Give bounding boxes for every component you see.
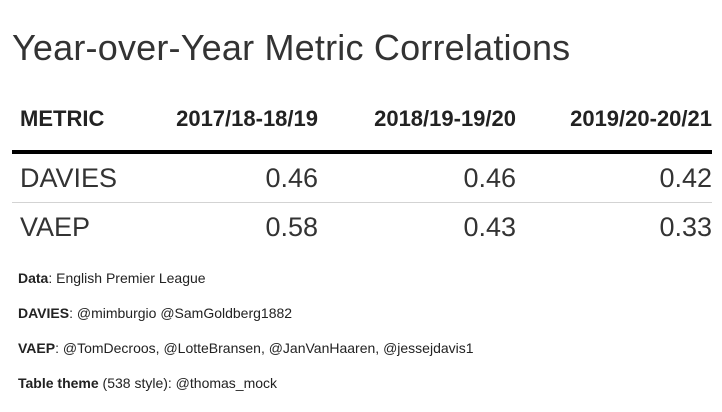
table-title: Year-over-Year Metric Correlations (12, 27, 571, 68)
column-header-season-1: 2017/18-18/19 (138, 96, 318, 154)
source-note-label: Table theme (18, 375, 99, 391)
table-cell: 0.46 (318, 152, 516, 203)
source-note-text: : @mimburgio @SamGoldberg1882 (69, 305, 293, 321)
source-note-label: Data (18, 270, 49, 286)
column-header-metric: METRIC (12, 96, 138, 154)
table-cell: 0.46 (138, 152, 318, 203)
source-note-label: DAVIES (18, 305, 70, 321)
table-cell: 0.58 (265, 211, 318, 242)
source-note-text: : @TomDecroos, @LotteBransen, @JanVanHaa… (55, 340, 474, 356)
source-note-text: (538 style): @thomas_mock (98, 375, 278, 391)
source-note-text: : English Premier League (48, 270, 206, 286)
table-row: DAVIES 0.46 0.46 0.42 (12, 152, 712, 203)
column-header-season-3: 2019/20-20/21 (516, 96, 712, 154)
table-body: DAVIES 0.46 0.46 0.42 VAEP 0.58 0.43 0.3… (12, 152, 712, 251)
correlation-table: METRIC 2017/18-18/19 2018/19-19/20 2019/… (12, 96, 712, 251)
table-cell: 0.33 (659, 211, 712, 242)
row-label-vaep: VAEP (20, 211, 91, 242)
source-note-data: Data: English Premier League (18, 261, 712, 296)
source-note-theme: Table theme (538 style): @thomas_mock (18, 366, 712, 401)
table-cell: 0.43 (463, 211, 516, 242)
source-note-vaep: VAEP: @TomDecroos, @LotteBransen, @JanVa… (18, 331, 712, 366)
table-container: Year-over-Year Metric Correlations METRI… (12, 22, 712, 401)
row-label-davies: DAVIES (12, 152, 138, 203)
source-note-davies: DAVIES: @mimburgio @SamGoldberg1882 (18, 296, 712, 331)
table-cell: 0.42 (516, 152, 712, 203)
table-row: VAEP 0.58 0.43 0.33 (12, 203, 712, 252)
table-header: METRIC 2017/18-18/19 2018/19-19/20 2019/… (12, 96, 712, 154)
header-row: METRIC 2017/18-18/19 2018/19-19/20 2019/… (12, 96, 712, 154)
source-notes: Data: English Premier League DAVIES: @mi… (12, 261, 712, 401)
column-header-season-2: 2018/19-19/20 (318, 96, 516, 154)
source-note-label: VAEP (18, 340, 56, 356)
